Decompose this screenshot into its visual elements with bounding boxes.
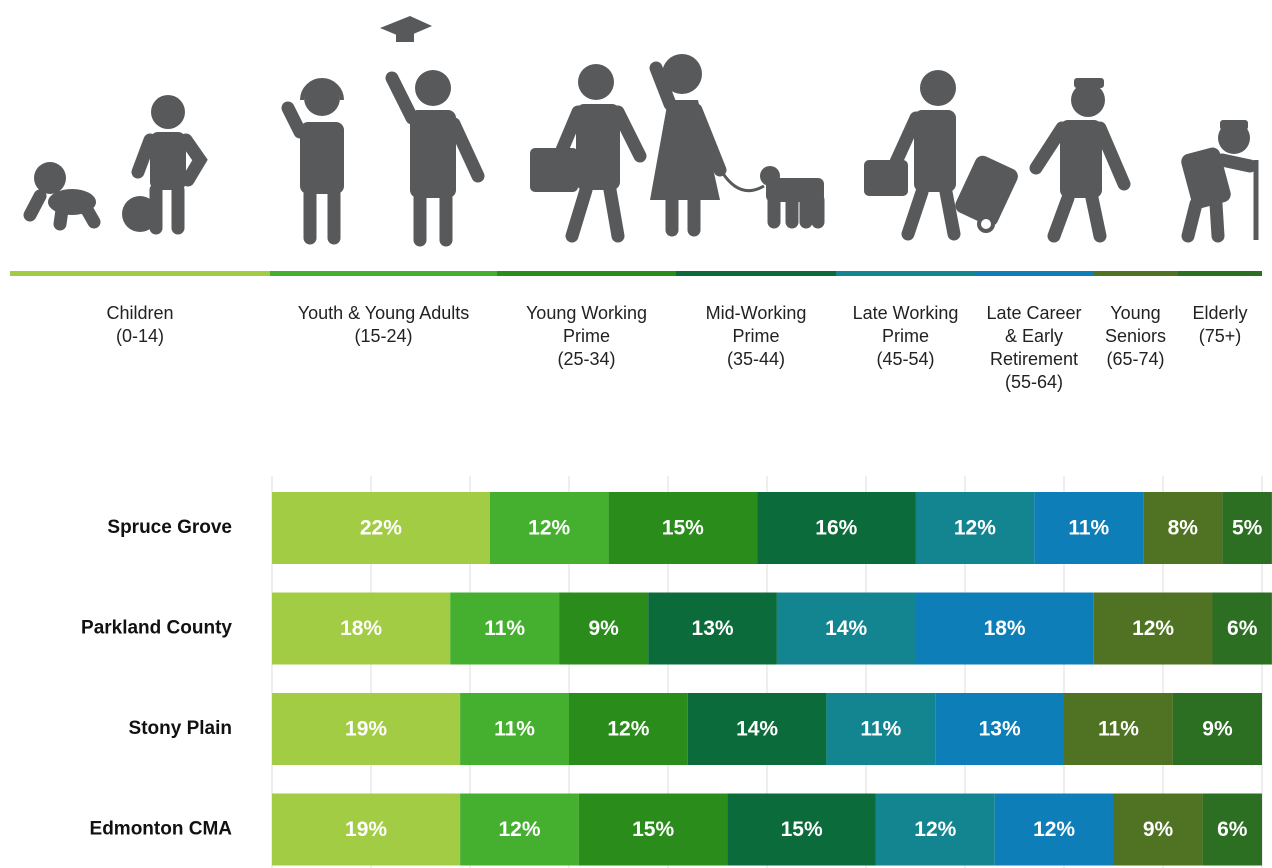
value-label: 11%	[1098, 718, 1139, 741]
value-label: 6%	[1227, 617, 1258, 640]
value-label: 12%	[607, 718, 649, 741]
color-band	[10, 271, 1262, 276]
row-label: Parkland County	[81, 618, 232, 639]
value-label: 9%	[1202, 718, 1233, 741]
value-label: 5%	[1232, 517, 1263, 540]
value-label: 11%	[860, 718, 901, 741]
chart: Spruce Grove 22% 12% 15% 16% 12% 11% 8% 5% Parkla…	[0, 0, 1272, 868]
value-label: 13%	[979, 718, 1021, 741]
value-label: 14%	[736, 718, 778, 741]
value-label: 9%	[588, 617, 619, 640]
value-label: 15%	[781, 818, 823, 841]
value-label: 12%	[498, 818, 540, 841]
legend-label: Late Career & Early Retirement (55-64)	[975, 302, 1093, 394]
value-label: 15%	[662, 517, 704, 540]
value-label: 11%	[494, 718, 535, 741]
legend-label: Late Working Prime (45-54)	[836, 302, 975, 371]
legend-label: Mid-Working Prime (35-44)	[676, 302, 836, 371]
row-label: Spruce Grove	[107, 517, 232, 538]
page: Spruce Grove 22% 12% 15% 16% 12% 11% 8% 5% Parkla…	[0, 0, 1272, 868]
value-label: 9%	[1143, 818, 1174, 841]
value-label: 12%	[914, 818, 956, 841]
value-label: 12%	[528, 517, 570, 540]
value-label: 13%	[692, 617, 734, 640]
value-label: 22%	[360, 517, 402, 540]
value-label: 15%	[632, 818, 674, 841]
icons	[30, 16, 1256, 240]
value-label: 11%	[1068, 517, 1109, 540]
value-label: 12%	[1132, 617, 1174, 640]
legend-label: Youth & Young Adults (15-24)	[270, 302, 497, 348]
row-label: Edmonton CMA	[90, 819, 233, 840]
value-label: 8%	[1168, 517, 1199, 540]
value-label: 14%	[825, 617, 867, 640]
value-label: 19%	[345, 718, 387, 741]
row-label: Stony Plain	[129, 718, 232, 739]
value-label: 12%	[954, 517, 996, 540]
legend-label: Young Working Prime (25-34)	[497, 302, 676, 371]
legend-label: Young Seniors (65-74)	[1093, 302, 1178, 371]
value-label: 12%	[1033, 818, 1075, 841]
value-label: 18%	[340, 617, 382, 640]
legend-label: Elderly (75+)	[1178, 302, 1262, 348]
value-label: 6%	[1217, 818, 1248, 841]
value-label: 18%	[984, 617, 1026, 640]
legend-label: Children (0-14)	[10, 302, 270, 348]
value-label: 16%	[815, 517, 857, 540]
value-label: 19%	[345, 818, 387, 841]
value-label: 11%	[484, 617, 525, 640]
